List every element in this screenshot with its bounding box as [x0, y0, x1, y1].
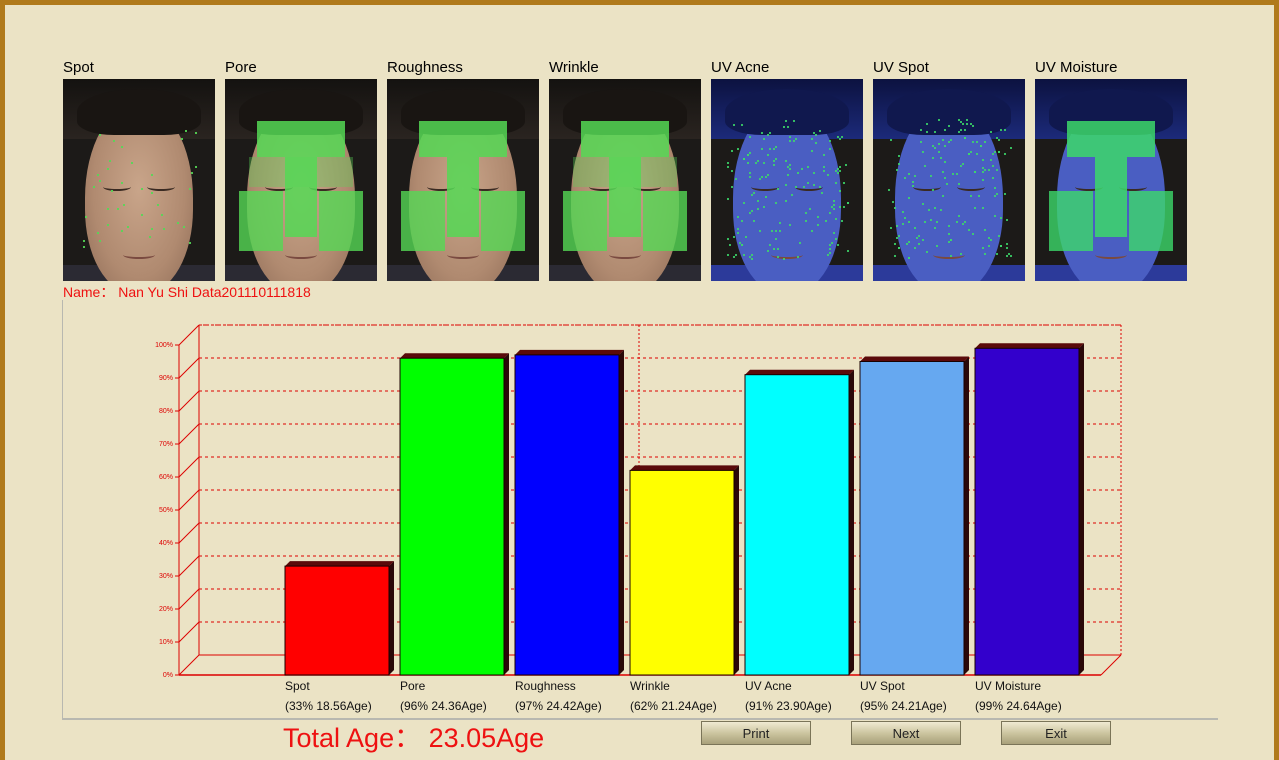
detection-overlay — [727, 120, 849, 260]
y-tick-label: 0% — [163, 672, 173, 679]
y-tick-label: 10% — [159, 639, 173, 646]
skin-analysis-chart: 0% 10% 20% 30% 40% 50% 60% 70% 80% 90% 100% Spot (33… — [62, 300, 1218, 720]
grid-slant — [178, 456, 200, 478]
total-age: Total Age： 23.05Age — [283, 723, 545, 753]
bar-side — [389, 561, 394, 675]
bar-top — [860, 356, 969, 362]
x-category-label: UV Spot — [860, 679, 905, 693]
thumbnail-label: UV Moisture — [1035, 59, 1118, 76]
grid-slant — [178, 654, 200, 676]
bar-wrinkle — [629, 469, 735, 676]
y-tick-label: 80% — [159, 408, 173, 415]
x-category-label: Wrinkle — [630, 679, 670, 693]
bar-side — [734, 465, 739, 675]
bar-uv-spot — [859, 361, 965, 676]
grid-slant — [178, 357, 200, 379]
y-tick-label: 100% — [155, 342, 173, 349]
next-button[interactable]: Next — [851, 721, 961, 745]
grid-slant — [178, 324, 200, 346]
thumbnail-label: Wrinkle — [549, 59, 599, 76]
bar-side — [964, 356, 969, 675]
floor-right-edge — [1100, 654, 1122, 676]
y-tick-label: 50% — [159, 507, 173, 514]
grid-slant — [178, 588, 200, 610]
x-value-label: (95% 24.21Age) — [860, 699, 947, 713]
bar-uv-moisture — [974, 347, 1080, 676]
face-analysis-image[interactable] — [1035, 79, 1187, 281]
detection-overlay — [239, 121, 363, 251]
bar-side — [619, 349, 624, 675]
bar-uv-acne — [744, 374, 850, 676]
bar-side — [849, 369, 854, 675]
grid-slant — [178, 555, 200, 577]
x-category-label: Roughness — [515, 679, 576, 693]
x-category-label: Pore — [400, 679, 426, 693]
x-value-label: (91% 23.90Age) — [745, 699, 832, 713]
bar-spot — [284, 565, 390, 676]
grid-slant — [178, 621, 200, 643]
thumbnail-label: Spot — [63, 59, 94, 76]
face-analysis-image[interactable] — [549, 79, 701, 281]
bar-top — [515, 349, 624, 355]
bar-side — [504, 353, 509, 675]
y-tick-label: 70% — [159, 441, 173, 448]
detection-overlay — [401, 121, 525, 251]
y-tick-label: 90% — [159, 375, 173, 382]
thumbnail-label: Pore — [225, 59, 257, 76]
x-category-label: UV Acne — [745, 679, 792, 693]
detection-overlay — [563, 121, 687, 251]
bar-roughness — [514, 354, 620, 676]
face-analysis-image[interactable] — [873, 79, 1025, 281]
bar-top — [630, 465, 739, 471]
bar-side — [1079, 343, 1084, 675]
face-analysis-image[interactable] — [63, 79, 215, 281]
thumbnail-label: UV Acne — [711, 59, 770, 76]
detection-overlay — [1049, 121, 1173, 251]
detection-overlay — [888, 119, 1012, 259]
thumbnail-label: Roughness — [387, 59, 463, 76]
grid-slant — [178, 390, 200, 412]
x-value-label: (99% 24.64Age) — [975, 699, 1062, 713]
y-tick-label: 40% — [159, 540, 173, 547]
face-analysis-image[interactable] — [225, 79, 377, 281]
x-category-label: Spot — [285, 679, 310, 693]
x-category-label: UV Moisture — [975, 679, 1041, 693]
face-analysis-image[interactable] — [387, 79, 539, 281]
bar-top — [745, 369, 854, 375]
y-tick-label: 60% — [159, 474, 173, 481]
bar-top — [975, 343, 1084, 349]
x-value-label: (33% 18.56Age) — [285, 699, 372, 713]
grid-slant — [178, 423, 200, 445]
bar-top — [285, 561, 394, 567]
bar-chart-svg: 0% 10% 20% 30% 40% 50% 60% 70% 80% 90% 100% Spot (33… — [155, 324, 1122, 713]
bar-top — [400, 353, 509, 359]
face-analysis-image[interactable] — [711, 79, 863, 281]
thumbnail-label: UV Spot — [873, 59, 929, 76]
grid-slant — [178, 489, 200, 511]
subject-name: Name： Nan Yu Shi Data201110111818 — [63, 284, 311, 300]
x-value-label: (96% 24.36Age) — [400, 699, 487, 713]
y-tick-label: 30% — [159, 573, 173, 580]
exit-button[interactable]: Exit — [1001, 721, 1111, 745]
x-value-label: (62% 21.24Age) — [630, 699, 717, 713]
y-tick-label: 20% — [159, 606, 173, 613]
grid-slant — [178, 522, 200, 544]
detection-overlay — [83, 130, 197, 248]
print-button[interactable]: Print — [701, 721, 811, 745]
x-value-label: (97% 24.42Age) — [515, 699, 602, 713]
bar-pore — [399, 357, 505, 676]
